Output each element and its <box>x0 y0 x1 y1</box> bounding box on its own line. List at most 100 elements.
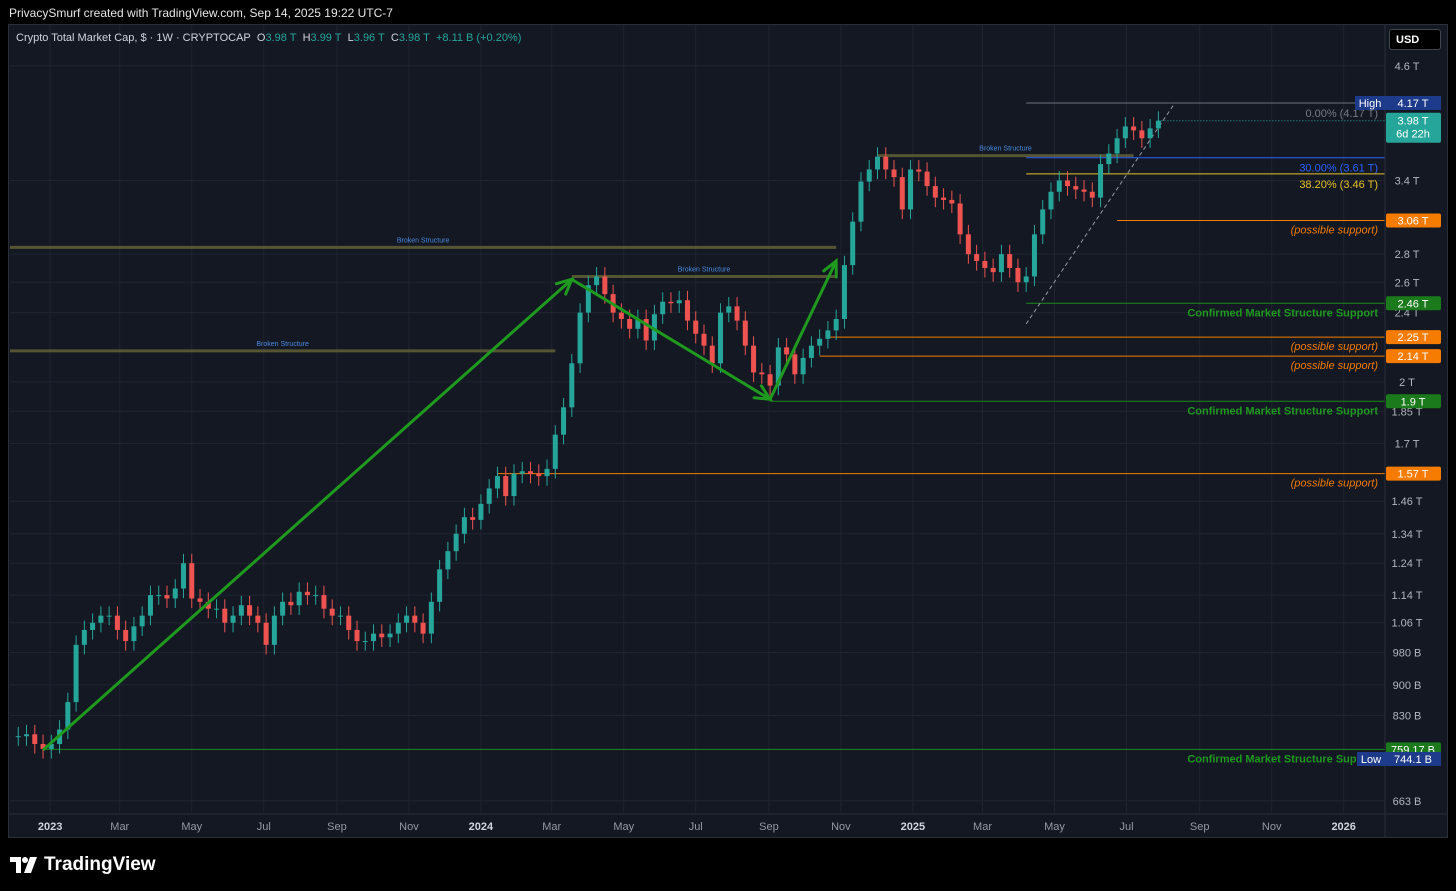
candle-body <box>230 615 236 623</box>
candle-body <box>65 702 71 730</box>
support-price-tag-text: 2.46 T <box>1398 298 1429 310</box>
candle-body <box>1131 126 1137 131</box>
candle-body <box>371 633 377 642</box>
candle-body <box>189 563 195 599</box>
candle-body <box>214 608 220 610</box>
candle-body <box>48 744 54 749</box>
currency-button[interactable]: USD <box>1389 29 1441 50</box>
change-value: +8.11 B (+0.20%) <box>435 32 522 44</box>
candle-body <box>164 595 170 599</box>
fib-label: 38.20% (3.46 T) <box>1299 179 1378 191</box>
candle-body <box>172 588 178 599</box>
candle-body <box>544 468 550 477</box>
candle-body <box>461 517 467 534</box>
price-axis[interactable]: 4.6 T 3.4 T 2.8 T 2.6 T 2.4 T 2 T 1.85 T 1.7 T 1… <box>1384 25 1423 838</box>
candle-body <box>346 615 352 630</box>
candle-body <box>1114 138 1120 154</box>
support-price-tag <box>1386 330 1441 345</box>
y-tick-label: 3.4 T <box>1395 175 1420 187</box>
y-tick-label: 1.06 T <box>1392 618 1423 630</box>
candle-body <box>759 372 765 375</box>
candle-body <box>676 300 682 304</box>
grid-lines <box>10 25 1385 812</box>
candle-body <box>90 622 96 630</box>
candle-body <box>709 345 715 364</box>
support-price-tag <box>1386 349 1441 364</box>
support-note: Confirmed Market Structure Support <box>1187 405 1378 417</box>
candle-body <box>511 473 517 497</box>
candles <box>15 111 1161 759</box>
candle-body <box>81 629 87 645</box>
candle-body <box>965 234 971 255</box>
candle-body <box>453 533 459 552</box>
y-tick-label: 1.85 T <box>1392 406 1423 418</box>
chart-frame[interactable] <box>8 24 1448 838</box>
candle-body <box>866 169 872 182</box>
candle-body <box>114 615 120 630</box>
candle-body <box>932 186 938 198</box>
support-note: (possible support) <box>1291 360 1379 372</box>
y-tick-label: 900 B <box>1393 680 1422 692</box>
x-tick-label: Jul <box>1119 821 1133 833</box>
candle-body <box>660 301 666 315</box>
candle-body <box>817 338 823 346</box>
candle-body <box>742 320 748 346</box>
candle-body <box>1122 126 1128 139</box>
candle-body <box>998 254 1004 273</box>
high-label: H <box>302 32 311 44</box>
y-tick-label: 2.6 T <box>1395 277 1420 289</box>
candle-body <box>841 265 847 320</box>
x-tick-label: 2025 <box>901 821 925 833</box>
candle-body <box>908 169 914 210</box>
x-tick-label: Jul <box>689 821 703 833</box>
candle-body <box>420 622 426 634</box>
tradingview-logo[interactable]: TradingView <box>10 854 156 876</box>
candle-body <box>180 563 186 589</box>
candle-body <box>222 608 228 623</box>
candle-body <box>808 345 814 358</box>
time-axis[interactable]: 2023 Mar May Jul Sep Nov 2024 Mar May Jul Sep Nov 20… <box>8 813 1448 833</box>
support-note: (possible support) <box>1291 341 1379 353</box>
x-tick-label: 2024 <box>469 821 494 833</box>
candle-body <box>858 181 864 222</box>
footer-bar <box>0 838 1456 891</box>
support-price-tag-text: 2.25 T <box>1398 332 1429 344</box>
y-tick-label: 1.7 T <box>1395 438 1420 450</box>
candle-body <box>445 551 451 570</box>
candle-body <box>106 615 112 617</box>
candle-body <box>627 319 633 329</box>
candle-body <box>850 221 856 266</box>
candle-body <box>701 333 707 346</box>
candle-body <box>296 591 302 606</box>
fib-anchor-line <box>1025 102 1176 325</box>
y-tick-label: 830 B <box>1393 711 1422 723</box>
candle-body <box>800 357 806 375</box>
y-tick-label: 4.6 T <box>1395 61 1420 73</box>
candle-body <box>684 300 690 321</box>
candle-body <box>1007 254 1013 268</box>
broken-structure-label: Broken Structure <box>678 266 731 273</box>
candle-body <box>15 736 21 738</box>
low-tag-value-bg <box>1386 752 1441 766</box>
candle-body <box>147 595 153 616</box>
candle-body <box>552 434 558 469</box>
symbol-legend: Crypto Total Market Cap, $ · 1W · CRYPTO… <box>16 32 521 44</box>
low-label: L <box>347 32 354 44</box>
candle-body <box>569 363 575 408</box>
candle-body <box>337 615 343 617</box>
x-tick-label: Nov <box>399 821 419 833</box>
fib-label: 0.00% (4.17 T) <box>1305 108 1378 120</box>
candle-body <box>1048 191 1054 210</box>
candle-body <box>288 601 294 606</box>
candle-body <box>205 601 211 609</box>
candle-body <box>874 156 880 170</box>
candle-body <box>1139 130 1145 139</box>
candle-body <box>990 267 996 273</box>
candle-body <box>494 476 500 489</box>
support-price-tag-text: 1.57 T <box>1398 469 1429 481</box>
y-tick-label: 1.34 T <box>1392 529 1423 541</box>
support-note: (possible support) <box>1291 224 1379 236</box>
open-label: O <box>256 32 266 44</box>
candle-body <box>1155 120 1161 129</box>
